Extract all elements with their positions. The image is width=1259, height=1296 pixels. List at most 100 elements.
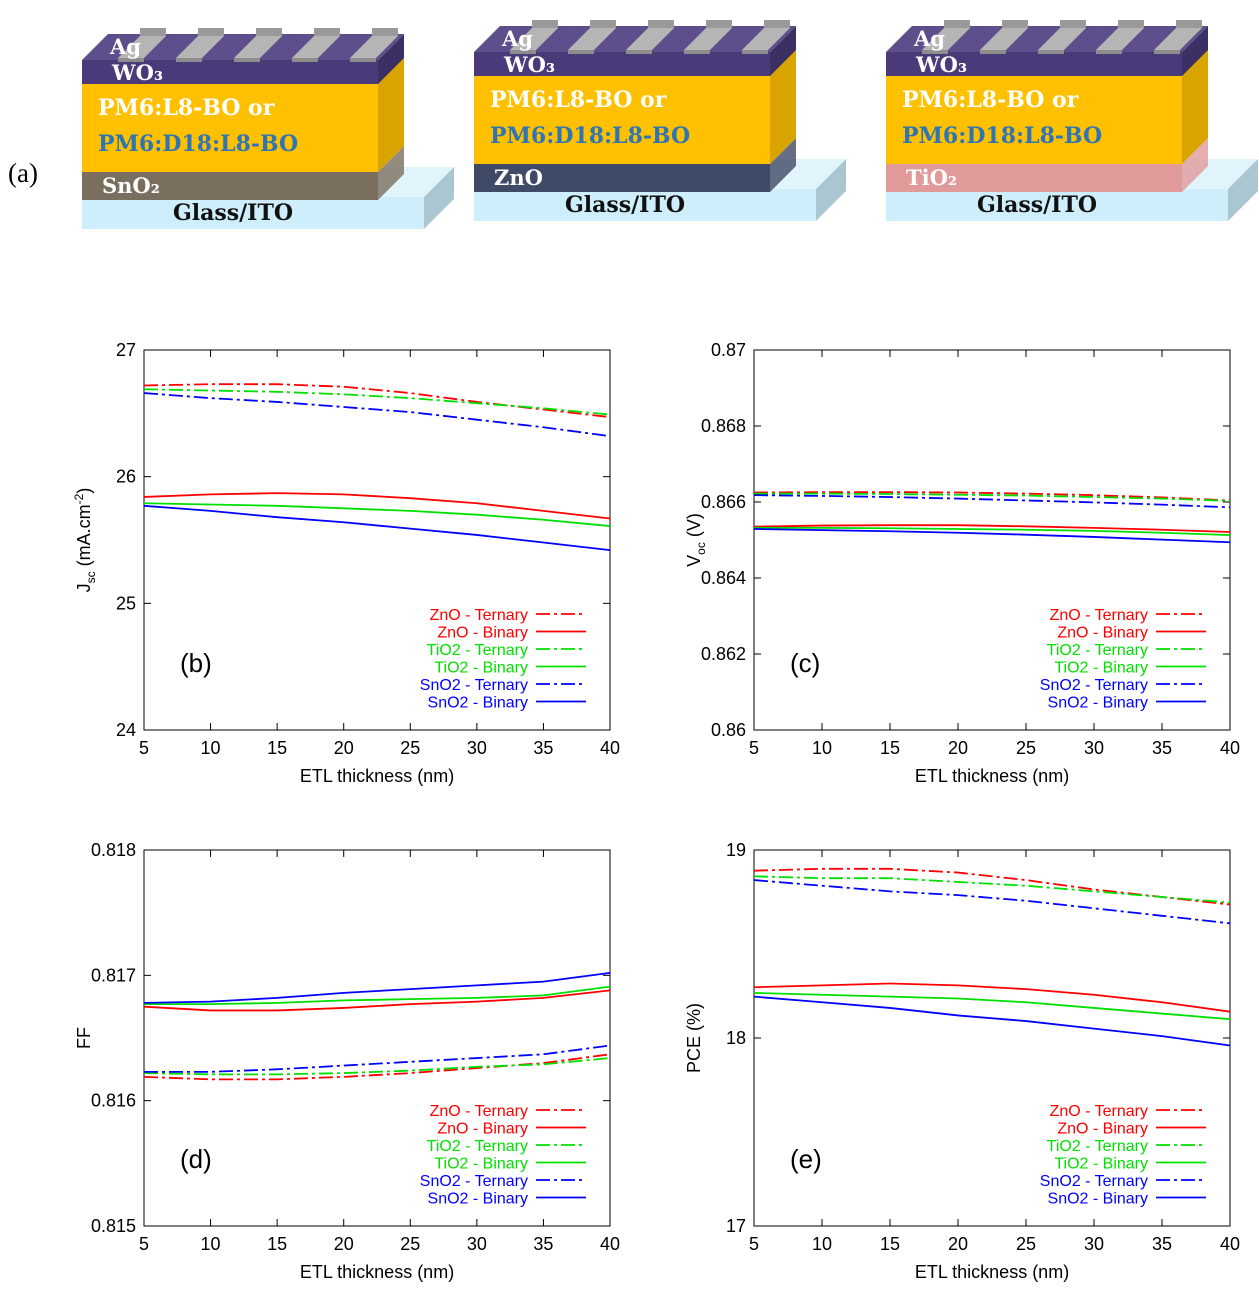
x-tick-label: 5 — [139, 1234, 149, 1254]
series-line-sno2-binary — [753, 528, 1231, 544]
chart-ff: 5 10 15 20 25 30 35 40 0.815 0.816 0.817 0.818 ETL t… — [74, 840, 620, 1282]
chart-voc: 5 10 15 20 25 30 35 40 0.86 0.862 0.864 0.866 0.868 0… — [684, 340, 1240, 786]
series-line-tio2-binary — [754, 526, 1231, 536]
device-stack-1: Glass/ITO SnO₂ PM6:L8-BO or PM6:D18:L8-BO WO… — [82, 28, 454, 229]
y-axis-label: PCE (%) — [684, 1003, 704, 1073]
panel-label: (e) — [790, 1144, 822, 1174]
plot-frame — [143, 849, 611, 1227]
ag-finger-front — [626, 50, 652, 54]
active-label-line1: PM6:L8-BO or — [98, 95, 275, 121]
active-front — [886, 74, 1182, 164]
ag-finger-end — [140, 28, 166, 36]
htl-side — [770, 26, 796, 76]
substrate-side — [1228, 159, 1258, 221]
series-line-zno-ternary — [753, 867, 1231, 906]
panel-a-label: (a) — [8, 158, 38, 188]
ag-finger-top — [922, 28, 970, 50]
x-tick-label: 40 — [1220, 1234, 1240, 1254]
ag-finger-front — [510, 50, 536, 54]
ag-finger-top — [118, 36, 166, 58]
ag-finger-front — [568, 50, 594, 54]
ag-finger-top — [350, 36, 398, 58]
htl-label: WO₃ — [503, 52, 555, 77]
ag-finger-top — [1038, 28, 1086, 50]
x-tick-label: 25 — [400, 738, 420, 758]
htl-front — [474, 52, 770, 76]
ag-finger-front — [292, 58, 318, 62]
y-axis-label-part: J — [74, 583, 94, 592]
ag-finger-front — [1038, 50, 1064, 54]
y-tick-label: 0.815 — [91, 1216, 136, 1236]
active-side — [1182, 48, 1208, 164]
device-stack-2: Glass/ITO ZnO PM6:L8-BO or PM6:D18:L8-BO WO₃… — [474, 20, 846, 221]
ag-finger-front — [742, 50, 768, 54]
legend-label: SnO2 - Binary — [428, 695, 528, 712]
ag-finger-top — [234, 36, 282, 58]
x-tick-label: 20 — [334, 738, 354, 758]
y-tick-label: 0.817 — [91, 965, 136, 985]
series-line-zno-ternary — [143, 383, 611, 419]
series-line-sno2-binary — [143, 504, 611, 552]
x-tick-label: 25 — [1016, 738, 1036, 758]
series-line-zno-binary — [143, 989, 611, 1012]
y-tick-label: 17 — [726, 1216, 746, 1236]
y-axis-label-part: FF — [74, 1027, 94, 1049]
ag-finger-front — [1154, 50, 1180, 54]
active-side — [378, 56, 404, 172]
substrate-front — [886, 189, 1228, 221]
x-tick-label: 20 — [948, 1234, 968, 1254]
legend-label: SnO2 - Ternary — [420, 677, 528, 694]
legend-label: TiO2 - Ternary — [1047, 1138, 1148, 1155]
active-label-line1: PM6:L8-BO or — [902, 87, 1079, 113]
active-front — [82, 82, 378, 172]
legend-label: ZnO - Binary — [1057, 625, 1148, 642]
htl-label: WO₃ — [111, 60, 163, 85]
x-tick-label: 20 — [948, 738, 968, 758]
y-axis-label-part: -2 — [72, 493, 86, 504]
ag-finger-end — [1060, 20, 1086, 28]
legend-label: SnO2 - Binary — [1048, 695, 1148, 712]
x-tick-label: 10 — [201, 738, 221, 758]
series-line-tio2-binary — [144, 985, 611, 1006]
panel-label: (d) — [180, 1144, 212, 1174]
etl-label: TiO₂ — [906, 165, 957, 190]
legend-label: TiO2 - Binary — [1054, 660, 1148, 677]
ag-finger-end — [764, 20, 790, 28]
ag-finger-front — [234, 58, 260, 62]
x-tick-label: 5 — [139, 738, 149, 758]
x-tick-label: 15 — [880, 1234, 900, 1254]
chart-pce: 5 10 15 20 25 30 35 40 17 18 19 ETL thickness (nm) P… — [684, 840, 1240, 1282]
series-line-tio2-ternary — [143, 388, 611, 416]
substrate-side — [816, 159, 846, 221]
x-tick-label: 25 — [1016, 1234, 1036, 1254]
x-tick-label: 30 — [467, 738, 487, 758]
legend-label: ZnO - Binary — [437, 625, 528, 642]
series-line-tio2-ternary — [143, 1057, 611, 1076]
plot-frame — [753, 849, 1231, 1227]
substrate-label: Glass/ITO — [173, 200, 293, 226]
x-tick-label: 35 — [1152, 738, 1172, 758]
y-tick-label: 0.87 — [711, 340, 746, 360]
htl-front — [82, 60, 378, 84]
legend-label: ZnO - Ternary — [1050, 1103, 1148, 1120]
legend-label: SnO2 - Ternary — [1040, 1173, 1148, 1190]
x-tick-label: 15 — [880, 738, 900, 758]
x-tick-label: 25 — [400, 1234, 420, 1254]
y-tick-label: 19 — [726, 840, 746, 860]
etl-label: ZnO — [494, 165, 543, 190]
ag-finger-end — [944, 20, 970, 28]
ag-finger-top — [1096, 28, 1144, 50]
etl-front — [82, 172, 378, 200]
y-tick-label: 0.818 — [91, 840, 136, 860]
ag-finger-top — [568, 28, 616, 50]
legend-label: ZnO - Ternary — [1050, 607, 1148, 624]
y-axis-label-part: ) — [74, 488, 94, 494]
htl-label: WO₃ — [915, 52, 967, 77]
series-line-sno2-ternary — [753, 879, 1231, 925]
substrate-side — [424, 167, 454, 229]
legend-label: SnO2 - Binary — [1048, 1191, 1148, 1208]
x-tick-label: 5 — [749, 1234, 759, 1254]
htl-side — [378, 34, 404, 84]
series-line-zno-binary — [143, 492, 611, 520]
x-tick-label: 30 — [467, 1234, 487, 1254]
